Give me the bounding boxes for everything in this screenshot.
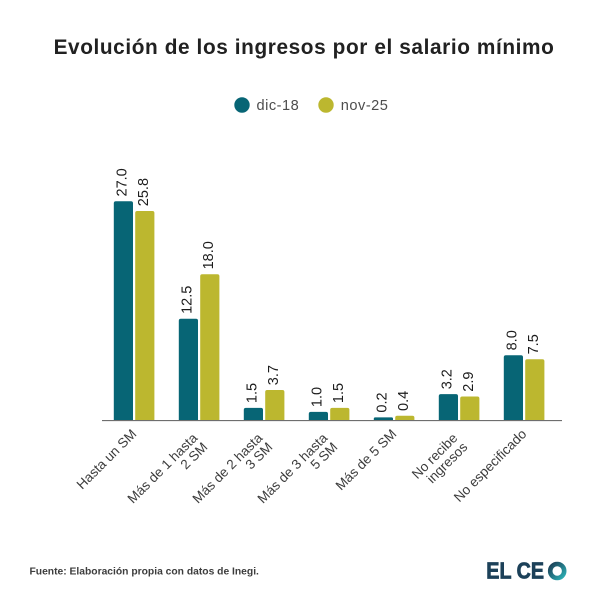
svg-text:2.9: 2.9: [461, 372, 477, 392]
svg-text:1.5: 1.5: [331, 383, 347, 403]
svg-text:EL CE: EL CE: [486, 558, 544, 584]
svg-text:18.0: 18.0: [201, 241, 217, 269]
svg-text:8.0: 8.0: [505, 330, 521, 350]
svg-text:3.2: 3.2: [440, 369, 456, 389]
svg-text:25.8: 25.8: [136, 178, 152, 206]
svg-text:Evolución de los ingresos por: Evolución de los ingresos por el salario…: [54, 36, 555, 59]
svg-text:0.2: 0.2: [375, 392, 391, 412]
svg-text:12.5: 12.5: [180, 286, 196, 314]
svg-text:nov-25: nov-25: [341, 98, 389, 114]
svg-text:1.5: 1.5: [245, 383, 261, 403]
svg-text:1.0: 1.0: [310, 387, 326, 407]
svg-text:dic-18: dic-18: [257, 98, 300, 114]
svg-text:27.0: 27.0: [115, 168, 131, 196]
svg-text:0.4: 0.4: [396, 391, 412, 411]
svg-text:3.7: 3.7: [266, 365, 282, 385]
svg-text:7.5: 7.5: [526, 334, 542, 354]
svg-text:Fuente: Elaboración propia con: Fuente: Elaboración propia con datos de …: [30, 567, 260, 578]
